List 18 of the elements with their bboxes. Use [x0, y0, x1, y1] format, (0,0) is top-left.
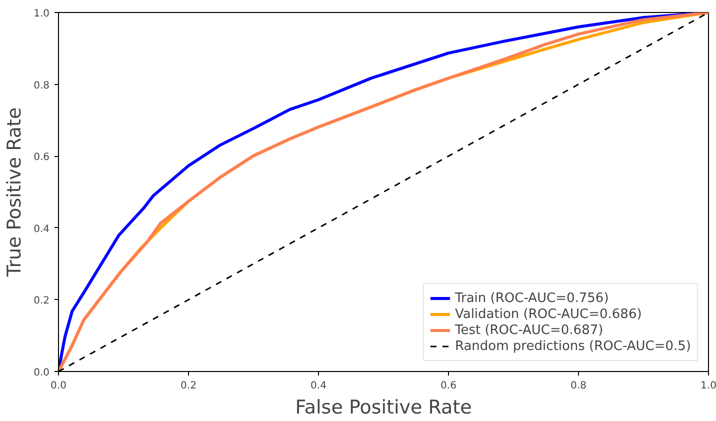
y-tick-label: 0.8: [34, 80, 50, 92]
y-tick-label: 1.0: [34, 8, 50, 20]
x-tick-label: 0.4: [310, 380, 326, 392]
legend-label: Validation (ROC-AUC=0.686): [454, 306, 642, 322]
y-tick-label: 0.2: [34, 296, 50, 307]
y-tick-label: 0.6: [34, 152, 50, 164]
y-tick-label: 0.4: [34, 224, 50, 235]
x-tick-label: 0.6: [440, 380, 456, 392]
y-axis-title: True Positive Rate: [4, 107, 26, 278]
y-tick-label: 0.0: [34, 368, 50, 378]
x-tick-label: 0.2: [180, 380, 196, 392]
x-tick-label: 1.0: [700, 380, 716, 392]
legend-label: Train (ROC-AUC=0.756): [454, 290, 609, 306]
x-axis-title: False Positive Rate: [295, 396, 472, 418]
legend-label: Random predictions (ROC-AUC=0.5): [454, 338, 691, 354]
x-tick-label: 0.0: [50, 380, 66, 392]
legend-label: Test (ROC-AUC=0.687): [454, 322, 604, 338]
x-tick-label: 0.8: [570, 380, 586, 392]
